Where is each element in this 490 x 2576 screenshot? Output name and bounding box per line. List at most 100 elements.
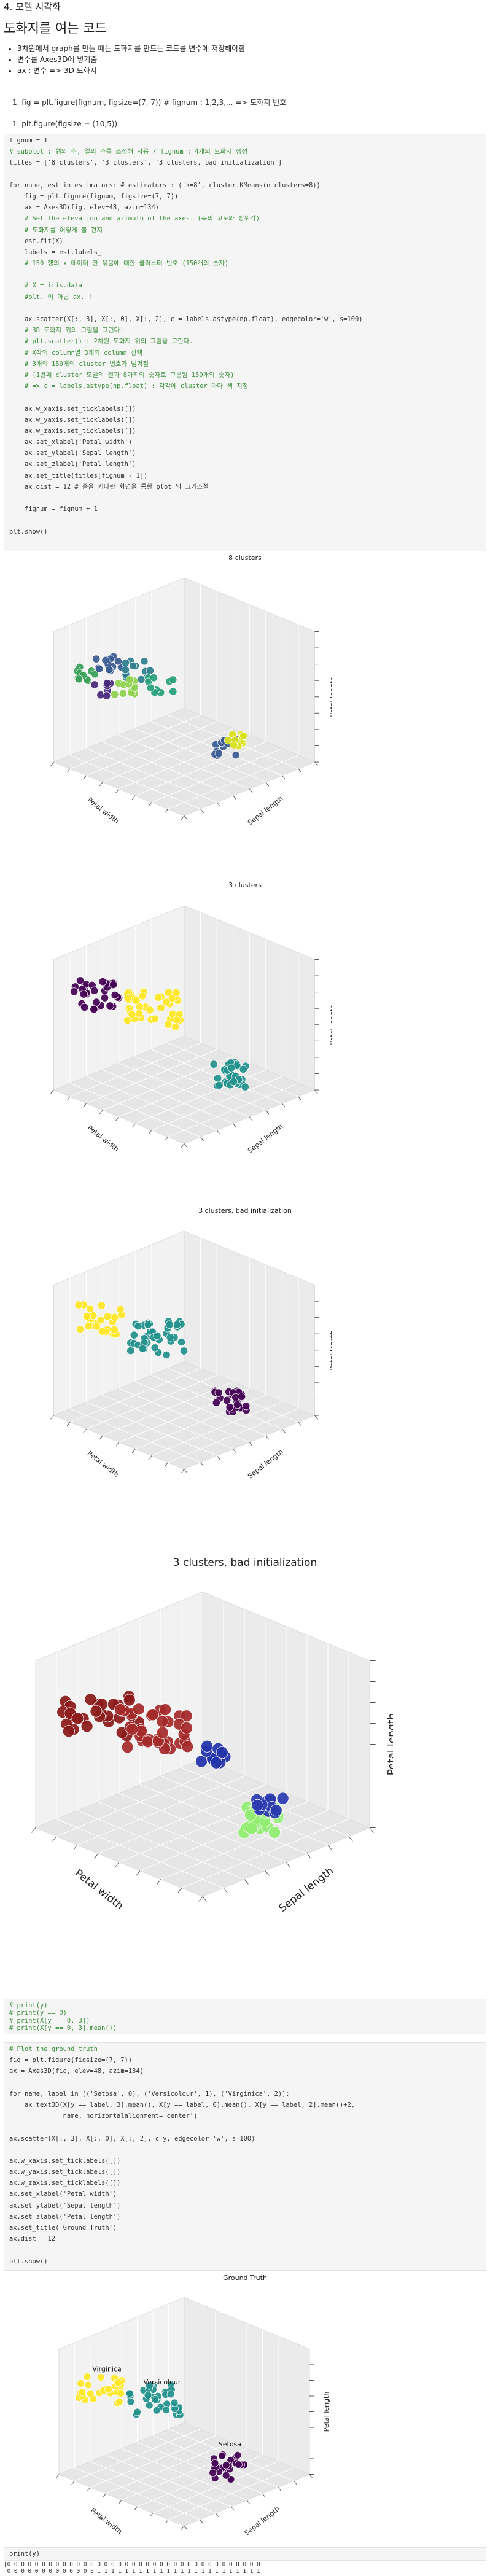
note-figure-number: 1. fig = plt.figure(fignum, figsize=(7, … (12, 98, 287, 107)
y-axis-label: Sepal length (246, 795, 284, 827)
code-line: # print(X[y == 0, 3]) (9, 2017, 90, 2025)
scatter-point (130, 683, 139, 692)
scatter-point (213, 1074, 222, 1083)
code-line: for name, label in [('Setosa', 0), ('Ver… (9, 2090, 290, 2098)
scatter-point (101, 656, 110, 664)
scatter-point (90, 1005, 98, 1014)
class-annotation: Setosa (219, 2440, 241, 2448)
scatter-point (173, 1320, 181, 1329)
scatter-point (225, 1403, 234, 1412)
scatter-point (239, 1065, 247, 1074)
scatter-point (268, 1826, 281, 1839)
scatter-point (151, 2395, 160, 2403)
plot-title: Ground Truth (223, 2274, 267, 2282)
scatter-point (146, 666, 155, 675)
code-line (9, 394, 481, 405)
scatter-point (146, 1708, 159, 1721)
plot-3-clusters: Petal width Sepal length Petal length (50, 905, 332, 1155)
cluster-points (74, 1301, 126, 1339)
scatter-point (121, 658, 130, 667)
scatter-point (138, 992, 147, 1000)
scatter-point (110, 1325, 119, 1334)
code-line: # (1번째 cluster 모델의 결과 8가지의 숫자로 구분됨 150개의… (9, 371, 235, 379)
scatter-point (84, 2381, 93, 2389)
scatter-point (96, 1315, 105, 1325)
scatter-point (71, 1712, 84, 1725)
code-line: ax.dist = 12 (9, 2235, 56, 2243)
code-line: ax.set_xlabel('Petal width') (9, 438, 133, 446)
code-line: ax.set_zlabel('Petal length') (9, 461, 136, 469)
axes-box (50, 1231, 319, 1474)
x-axis-label: Petal width (86, 796, 120, 825)
code-line: ax.w_xaxis.set_ticklabels([]) (9, 405, 136, 413)
code-line (9, 2146, 481, 2157)
scatter-point (169, 687, 177, 696)
scatter-point (76, 976, 85, 985)
scatter-point (103, 679, 112, 688)
code-line: # print(y == 0) (9, 2009, 67, 2017)
scatter-point (152, 2406, 161, 2415)
scatter-point (137, 675, 146, 684)
code-line: est.fit(X) (9, 237, 63, 245)
scatter-point (162, 1350, 171, 1360)
code-line: print(y) (9, 2550, 41, 2558)
code-line (9, 271, 481, 282)
scatter-point (140, 657, 149, 666)
scatter-point (159, 1703, 172, 1716)
scatter-point (210, 1756, 223, 1769)
cluster-points (123, 987, 185, 1031)
cluster-points (224, 730, 248, 750)
scatter-point (90, 986, 99, 995)
code-cell-estimators[interactable]: fignum = 1 # subplot : 행의 수, 열의 수를 조정해 사용… (4, 134, 486, 551)
cluster-points (69, 976, 123, 1014)
code-cell-ground-truth[interactable]: # Plot the ground truth fig = plt.figure(… (4, 2042, 486, 2271)
code-line: ax.set_title(titles[fignum - 1]) (9, 472, 148, 480)
scatter-point (82, 1312, 91, 1321)
scatter-point (78, 2388, 87, 2397)
axes-box (55, 2297, 314, 2530)
y-axis-label: Sepal length (246, 1123, 284, 1155)
scatter-point (96, 2373, 105, 2381)
scatter-point (104, 2385, 113, 2394)
scatter-point (119, 689, 128, 698)
z-axis-label: Petal length (322, 2392, 330, 2432)
scatter-point (121, 665, 130, 674)
scatter-point (231, 750, 240, 760)
class-annotation: Versicolour (144, 2378, 181, 2386)
scatter-point (162, 998, 171, 1006)
scatter-point (153, 1331, 161, 1341)
scatter-point (166, 2390, 175, 2399)
scatter-point (105, 665, 114, 674)
scatter-point (90, 670, 99, 679)
scatter-point (116, 1305, 125, 1313)
scatter-point (165, 1320, 174, 1329)
code-line: ax = Axes3D(fig, elev=48, azim=134) (9, 2068, 144, 2076)
subsection-title: 도화지를 여는 코드 (4, 21, 107, 36)
scatter-point (241, 1083, 249, 1091)
code-cell-print-y[interactable]: print(y) (4, 2547, 486, 2561)
code-line: ax.text3D(X[y == label, 3].mean(), X[y =… (9, 2101, 356, 2109)
scatter-point (214, 749, 223, 758)
code-line: ax.set_title('Ground Truth') (9, 2224, 117, 2232)
scatter-point (270, 1804, 282, 1817)
output-y: [0 0 0 0 0 0 0 0 0 0 0 0 0 0 0 0 0 0 0 0… (4, 2562, 486, 2575)
code-line: ax.set_ylabel('Sepal length') (9, 449, 136, 457)
scatter-point (157, 1003, 165, 1012)
scatter-point (79, 990, 88, 998)
scatter-point (128, 1010, 136, 1019)
code-cell-print[interactable]: # print(y) # print(y == 0) # print(X[y == … (4, 1999, 486, 2034)
cluster-points (144, 674, 177, 697)
scatter-point (144, 1320, 152, 1329)
cluster-points (195, 1740, 231, 1769)
scatter-point (201, 1740, 214, 1753)
code-line: ax.set_ylabel('Sepal length') (9, 2201, 121, 2209)
y-axis-label: Sepal length (246, 1448, 284, 1481)
code-line: fig = plt.figure(figsize=(7, 7)) (9, 2057, 133, 2064)
scatter-point (169, 675, 177, 684)
scatter-point (171, 1022, 180, 1031)
plot-ground-truth: Petal width Sepal length Petal length Virgi… (55, 2297, 330, 2537)
z-axis-label: Petal length (386, 1713, 393, 1776)
plot-title: 8 clusters (228, 554, 262, 562)
scatter-point (74, 1301, 83, 1309)
code-line: # 3D 도화지 위의 그림을 그린다! (9, 327, 124, 335)
